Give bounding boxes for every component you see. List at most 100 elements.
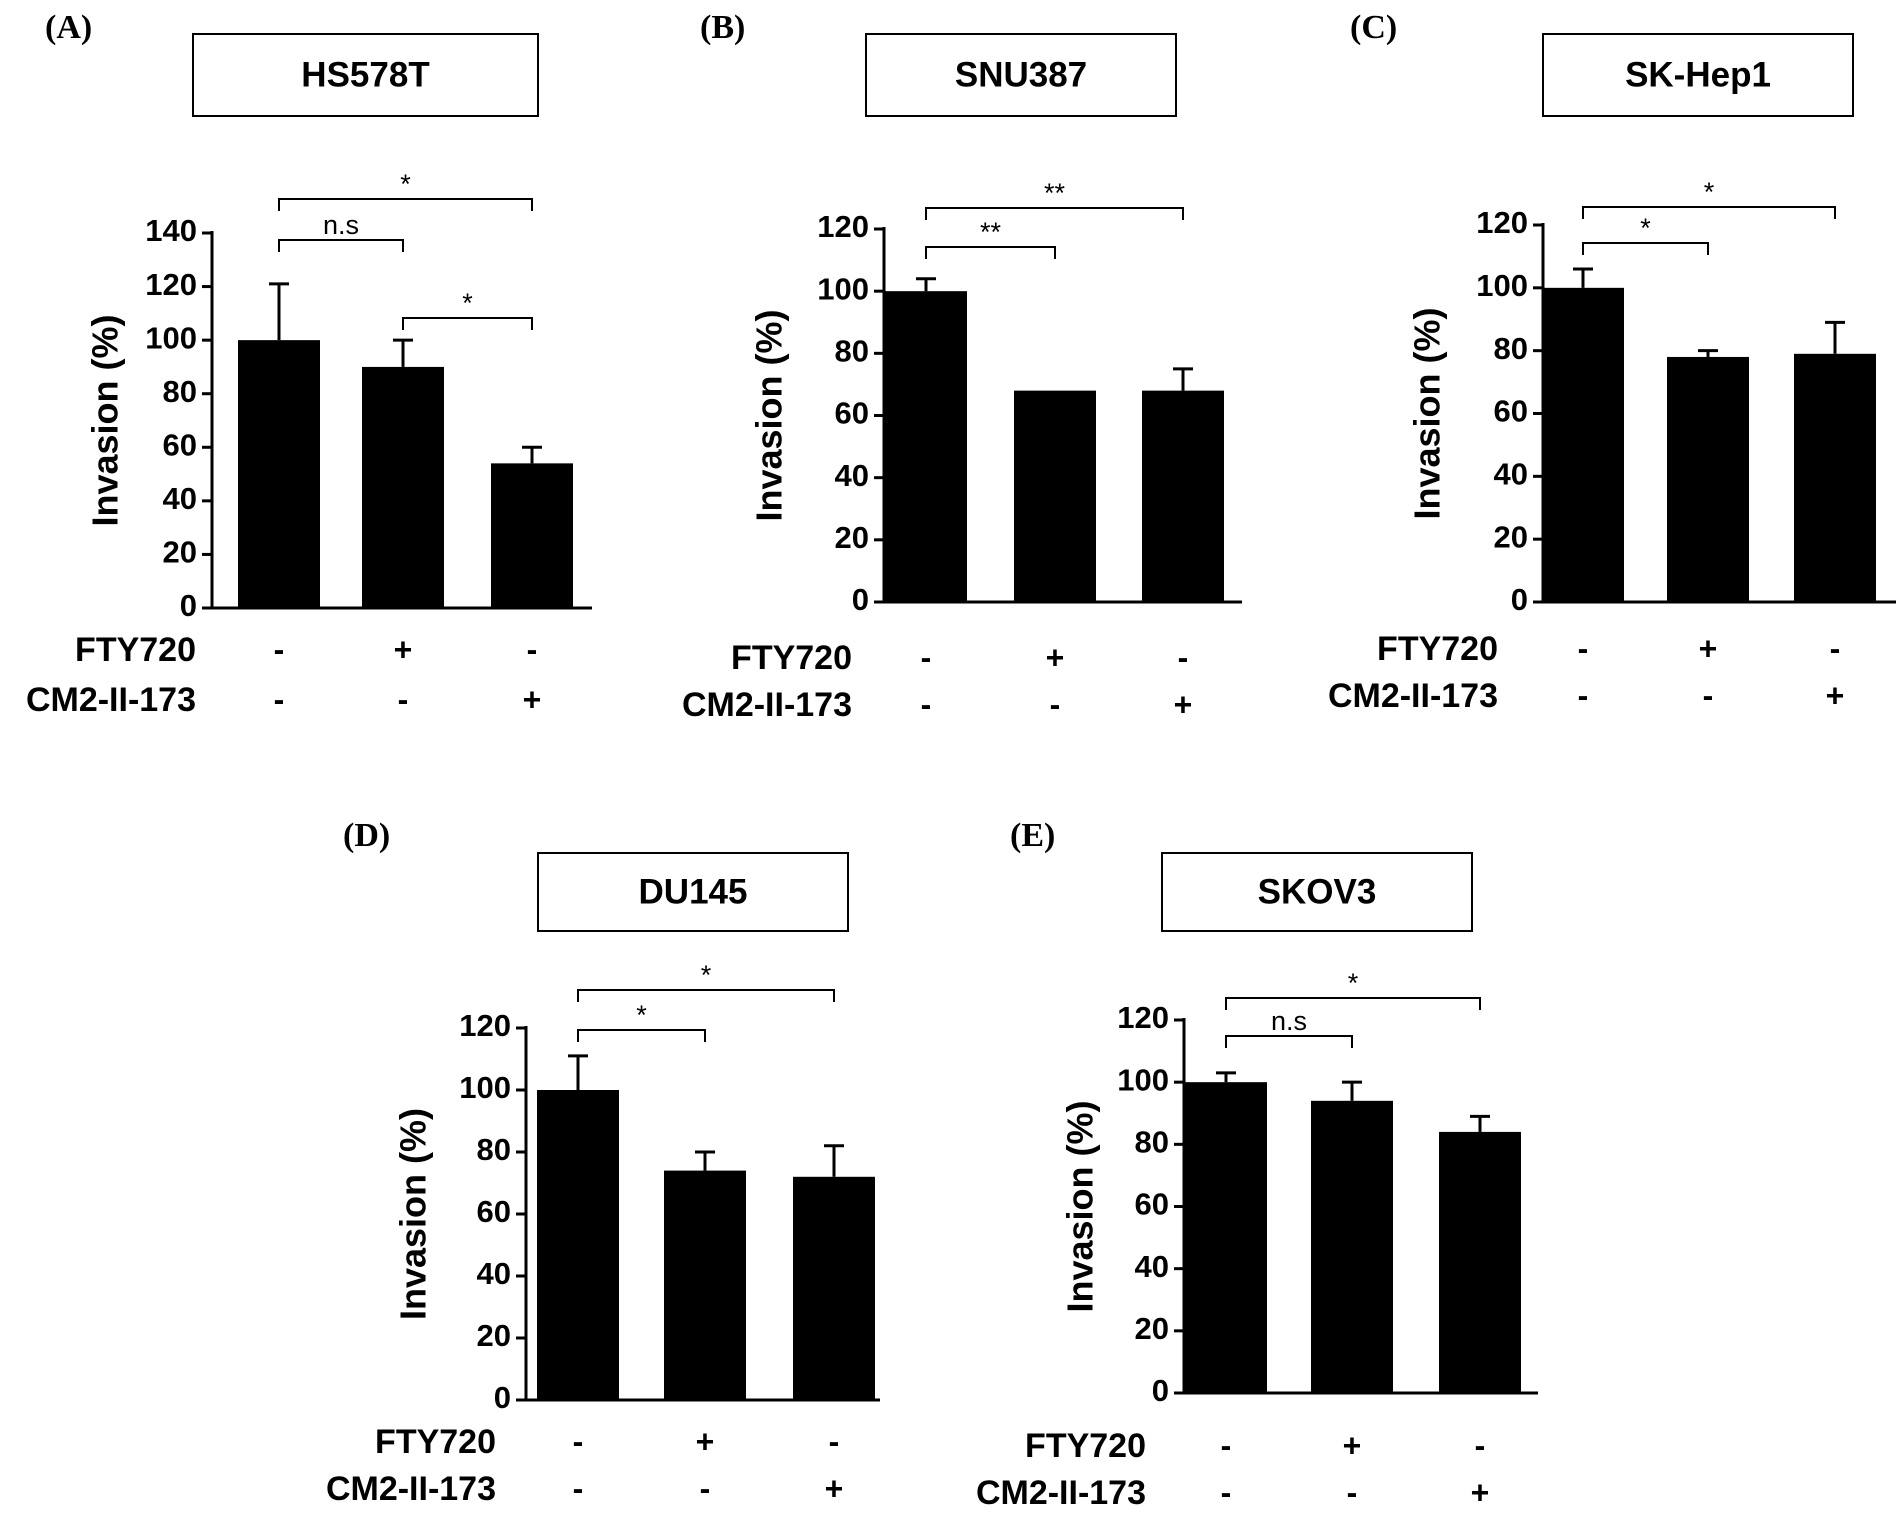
treatment-sign: - (527, 631, 538, 667)
title-box (192, 33, 539, 117)
treatment-label: CM2-II-173 (976, 1474, 1146, 1512)
y-tick-label: 100 (1476, 268, 1528, 303)
bar (1667, 356, 1749, 602)
y-tick-label: 60 (477, 1194, 511, 1229)
treatment-sign: + (1343, 1427, 1362, 1463)
significance-bracket (278, 198, 533, 211)
y-axis-label: Invasion (%) (85, 314, 126, 526)
chart-title: DU145 (639, 872, 748, 911)
significance-bracket (925, 246, 1056, 259)
y-tick-label: 20 (477, 1318, 511, 1353)
treatment-sign: - (1703, 677, 1714, 713)
y-tick-label: 120 (459, 1008, 511, 1043)
bar (1542, 287, 1624, 602)
y-tick-label: 20 (163, 535, 197, 570)
title-box (1161, 852, 1473, 932)
y-tick-label: 120 (817, 209, 869, 244)
significance-bracket (1225, 1035, 1353, 1048)
treatment-label: FTY720 (731, 639, 852, 677)
bar (1311, 1100, 1393, 1393)
y-tick-label: 100 (1117, 1062, 1169, 1097)
title-box (865, 33, 1177, 117)
chart-title: HS578T (301, 55, 429, 94)
treatment-sign: + (1699, 630, 1718, 666)
treatment-label: CM2-II-173 (1328, 677, 1498, 715)
treatment-sign: - (921, 686, 932, 722)
significance-label: n.s (1271, 1006, 1307, 1036)
significance-bracket (925, 207, 1184, 220)
y-tick-label: 40 (477, 1256, 511, 1291)
treatment-sign: - (1578, 677, 1589, 713)
chart-panel-0: (A) HS578T 0 20 40 60 80 100 120 140 Invasion (%) n… (26, 9, 592, 719)
y-tick-label: 80 (1494, 331, 1528, 366)
y-tick-label: 100 (817, 271, 869, 306)
significance-bracket (402, 317, 533, 330)
significance-label: * (1704, 177, 1715, 207)
significance-bracket (1582, 242, 1709, 255)
y-tick-label: 20 (1135, 1311, 1169, 1346)
treatment-label: FTY720 (375, 1423, 496, 1461)
treatment-sign: - (573, 1423, 584, 1459)
chart-panel-3: (D) DU145 0 20 40 60 80 100 120 Invasion (%) * * FTY… (326, 817, 880, 1508)
treatment-sign: + (825, 1470, 844, 1506)
panel-letter: (A) (45, 9, 92, 46)
y-tick-label: 120 (1476, 205, 1528, 240)
y-tick-label: 0 (1511, 582, 1528, 617)
treatment-sign: + (523, 681, 542, 717)
panel-letter: (E) (1010, 817, 1055, 854)
treatment-label: FTY720 (75, 631, 196, 669)
y-axis-label: Invasion (%) (393, 1108, 434, 1320)
y-tick-label: 80 (1135, 1125, 1169, 1160)
treatment-label: CM2-II-173 (26, 681, 196, 719)
y-tick-label: 140 (145, 213, 197, 248)
treatment-sign: - (700, 1470, 711, 1506)
bar (491, 463, 573, 608)
treatment-sign: - (1221, 1474, 1232, 1510)
y-tick-label: 80 (163, 374, 197, 409)
significance-bracket (577, 989, 835, 1002)
significance-label: * (636, 1000, 647, 1030)
treatment-sign: - (1050, 686, 1061, 722)
treatment-sign: + (1471, 1474, 1490, 1510)
treatment-label: CM2-II-173 (682, 686, 852, 724)
chart-title: SNU387 (955, 55, 1087, 94)
treatment-sign: - (1221, 1427, 1232, 1463)
y-tick-label: 80 (835, 334, 869, 369)
bar (664, 1170, 746, 1400)
treatment-sign: + (1826, 677, 1845, 713)
y-tick-label: 100 (145, 320, 197, 355)
significance-label: ** (980, 217, 1002, 247)
y-tick-label: 60 (1494, 394, 1528, 429)
y-axis-label: Invasion (%) (1407, 307, 1448, 519)
significance-bracket (278, 239, 404, 252)
treatment-label: FTY720 (1025, 1427, 1146, 1465)
treatment-sign: + (1046, 639, 1065, 675)
title-box (1542, 33, 1854, 117)
chart-panel-4: (E) SKOV3 0 20 40 60 80 100 120 Invasion (%) n.s * F… (976, 817, 1538, 1512)
treatment-sign: - (274, 631, 285, 667)
significance-bracket (1225, 997, 1481, 1010)
significance-label: n.s (323, 210, 359, 240)
panel-letter: (D) (343, 817, 390, 854)
significance-label: * (462, 288, 473, 318)
treatment-sign: - (274, 681, 285, 717)
y-tick-label: 40 (835, 458, 869, 493)
treatment-sign: + (394, 631, 413, 667)
y-tick-label: 60 (163, 427, 197, 462)
y-axis-label: Invasion (%) (1060, 1100, 1101, 1312)
y-tick-label: 0 (180, 588, 197, 623)
chart-title: SK-Hep1 (1625, 55, 1771, 94)
bar (1794, 353, 1876, 602)
y-tick-label: 60 (1135, 1187, 1169, 1222)
bar (1185, 1082, 1267, 1393)
chart-panel-2: (C) SK-Hep1 0 20 40 60 80 100 120 Invasion (%) * * F… (1328, 9, 1896, 715)
treatment-sign: - (398, 681, 409, 717)
significance-label: ** (1044, 178, 1066, 208)
panel-letter: (B) (700, 9, 745, 46)
y-tick-label: 20 (835, 520, 869, 555)
bar (1142, 390, 1224, 602)
treatment-label: CM2-II-173 (326, 1470, 496, 1508)
bar (793, 1176, 875, 1400)
treatment-sign: - (1830, 630, 1841, 666)
